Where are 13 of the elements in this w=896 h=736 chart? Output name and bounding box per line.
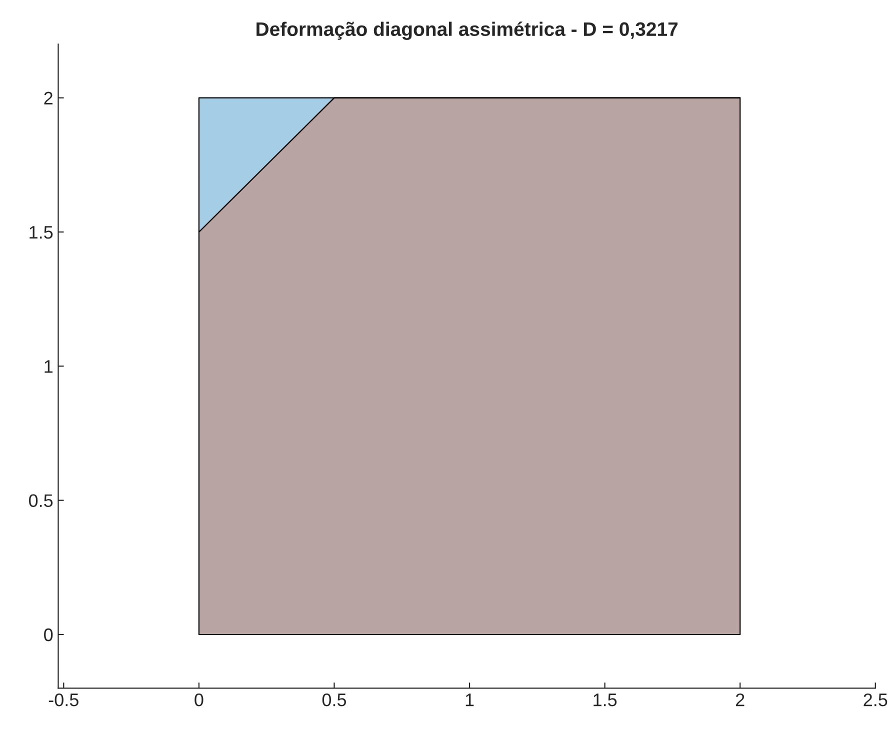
chart-title: Deformação diagonal assimétrica - D = 0,3217: [256, 22, 678, 40]
y-tick-label: 2: [44, 92, 52, 104]
y-tick-label: 1: [44, 360, 52, 373]
x-tick-label: 2: [736, 694, 744, 706]
x-tick-label: 0.5: [322, 694, 346, 706]
y-tick-label: 0: [44, 628, 53, 642]
y-tick-label: 0.5: [28, 494, 53, 508]
x-tick-label: 1: [466, 694, 474, 706]
x-tick-label: 0: [194, 694, 204, 706]
y-tick-label: 1.5: [30, 226, 53, 239]
x-tick-label: -0.5: [48, 694, 78, 706]
x-tick-label: 1.5: [594, 694, 617, 706]
x-tick-label: 2.5: [864, 694, 888, 706]
